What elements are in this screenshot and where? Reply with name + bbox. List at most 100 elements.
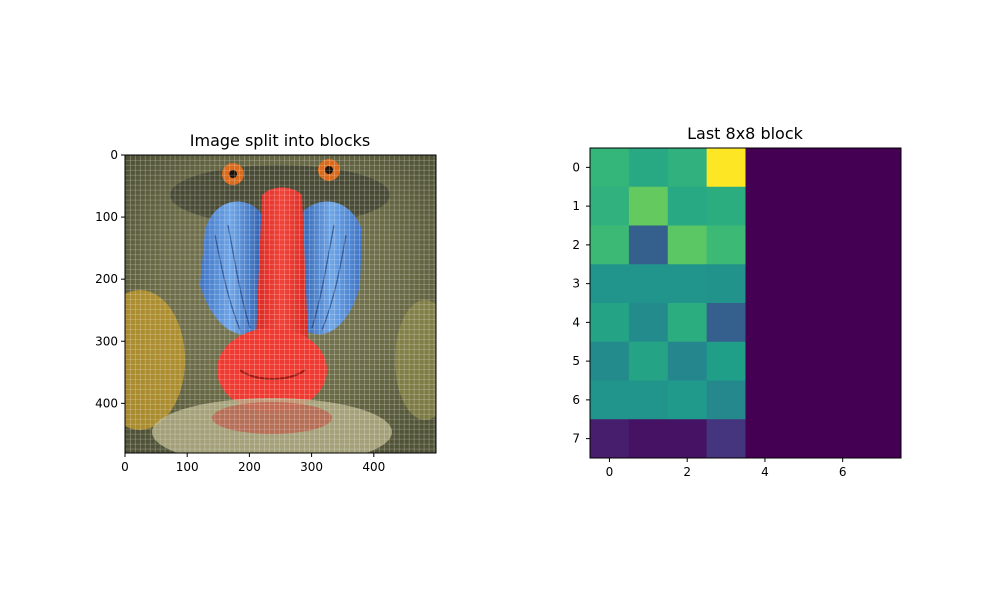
baboon-image: [125, 155, 436, 453]
right-y-tick-label: 0: [572, 160, 580, 174]
heatmap-cell: [823, 341, 863, 381]
left-y-tick-label: 200: [95, 272, 118, 286]
left-y-tick-label: 0: [110, 148, 118, 162]
heatmap-cell: [706, 186, 746, 226]
heatmap-cell: [667, 148, 708, 188]
heatmap-cell: [823, 419, 863, 459]
heatmap-cell: [745, 225, 785, 265]
left-y-axis: 0 100 200 300 400: [95, 148, 125, 410]
heatmap-cell: [862, 186, 902, 226]
heatmap-cell: [823, 380, 863, 420]
heatmap-cell: [590, 303, 630, 343]
heatmap-cell: [784, 419, 824, 459]
heatmap-cell: [667, 264, 708, 304]
heatmap-cell: [823, 264, 863, 304]
heatmap-cell: [784, 225, 824, 265]
heatmap-cell: [667, 303, 708, 343]
heatmap-cell: [706, 148, 746, 188]
right-y-tick-label: 3: [572, 277, 580, 291]
left-x-tick-label: 0: [121, 460, 129, 474]
heatmap-cell: [823, 225, 863, 265]
right-y-tick-label: 1: [572, 199, 580, 213]
right-title: Last 8x8 block: [687, 124, 804, 143]
heatmap-cell: [590, 186, 630, 226]
heatmap-cell: [745, 380, 785, 420]
heatmap-cell: [628, 148, 669, 188]
left-y-tick-label: 100: [95, 210, 118, 224]
right-axes-frame: [589, 147, 902, 459]
heatmap-cell: [706, 419, 746, 459]
right-x-tick-label: 6: [839, 465, 847, 479]
heatmap-cell: [745, 341, 785, 381]
right-x-tick-label: 0: [606, 465, 614, 479]
heatmap-cell: [784, 264, 824, 304]
heatmap-cell: [745, 264, 785, 304]
heatmap-cell: [784, 186, 824, 226]
heatmap-cell: [862, 380, 902, 420]
right-subplot: Last 8x8 block 0 2 4 6 0 1 2 3 4 5 6 7: [572, 124, 902, 479]
heatmap-cell: [745, 303, 785, 343]
heatmap-cell: [590, 225, 630, 265]
right-y-tick-label: 5: [572, 354, 580, 368]
heatmap-cell: [667, 341, 708, 381]
right-x-tick-label: 4: [761, 465, 769, 479]
left-x-tick-label: 300: [300, 460, 323, 474]
heatmap-cell: [862, 341, 902, 381]
heatmap-cell: [706, 341, 746, 381]
heatmap-cell: [823, 303, 863, 343]
right-y-axis: 0 1 2 3 4 5 6 7: [572, 160, 590, 446]
left-y-tick-label: 300: [95, 334, 118, 348]
heatmap-cell: [862, 264, 902, 304]
heatmap-cell: [745, 148, 785, 188]
heatmap-cells: [590, 148, 902, 459]
heatmap-cell: [784, 148, 824, 188]
left-subplot: Image split into blocks: [95, 131, 437, 474]
right-y-tick-label: 2: [572, 238, 580, 252]
heatmap-cell: [628, 186, 669, 226]
heatmap-cell: [706, 303, 746, 343]
heatmap-cell: [862, 419, 902, 459]
right-x-axis: 0 2 4 6: [606, 458, 847, 479]
heatmap-cell: [667, 186, 708, 226]
heatmap-cell: [628, 303, 669, 343]
heatmap-cell: [590, 380, 630, 420]
heatmap-cell: [706, 380, 746, 420]
heatmap-cell: [823, 186, 863, 226]
heatmap-cell: [784, 341, 824, 381]
left-title: Image split into blocks: [190, 131, 370, 150]
heatmap-cell: [667, 225, 708, 265]
heatmap-cell: [628, 419, 669, 459]
left-x-axis: 0 100 200 300 400: [121, 453, 385, 474]
heatmap-cell: [745, 186, 785, 226]
heatmap-cell: [667, 380, 708, 420]
heatmap-cell: [628, 264, 669, 304]
left-y-tick-label: 400: [95, 396, 118, 410]
heatmap-cell: [823, 148, 863, 188]
heatmap-cell: [628, 341, 669, 381]
heatmap-cell: [862, 148, 902, 188]
right-y-tick-label: 4: [572, 315, 580, 329]
right-y-tick-label: 6: [572, 393, 580, 407]
heatmap-cell: [590, 419, 630, 459]
left-x-tick-label: 100: [176, 460, 199, 474]
heatmap-cell: [628, 225, 669, 265]
heatmap-cell: [862, 303, 902, 343]
left-x-tick-label: 400: [362, 460, 385, 474]
heatmap-cell: [590, 264, 630, 304]
left-x-tick-label: 200: [238, 460, 261, 474]
heatmap-cell: [590, 341, 630, 381]
heatmap-cell: [862, 225, 902, 265]
heatmap-cell: [706, 264, 746, 304]
heatmap-cell: [745, 419, 785, 459]
left-axes-frame: [124, 154, 437, 454]
heatmap-cell: [706, 225, 746, 265]
heatmap-cell: [667, 419, 708, 459]
heatmap-cell: [784, 380, 824, 420]
heatmap-cell: [628, 380, 669, 420]
heatmap-cell: [784, 303, 824, 343]
right-y-tick-label: 7: [572, 432, 580, 446]
heatmap-cell: [590, 148, 630, 188]
right-x-tick-label: 2: [683, 465, 691, 479]
